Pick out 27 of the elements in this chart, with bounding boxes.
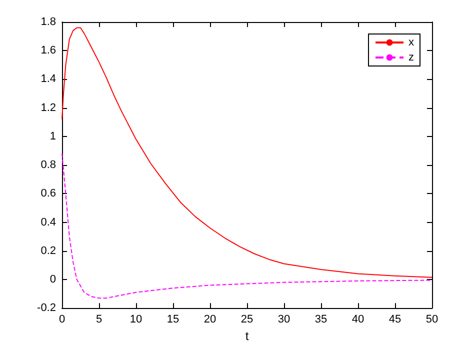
x-tick-label: 40 [352,314,364,326]
x-tick-label: 5 [96,314,102,326]
y-tick-label: 0 [50,273,56,286]
y-tick-label: 1 [50,130,56,142]
x-tick-label: 20 [204,314,216,326]
y-tick-label: 1.6 [40,44,56,57]
y-tick-label: 1.4 [40,73,56,86]
x-tick-label: 35 [314,314,328,326]
x-tick-label: 30 [278,314,290,326]
y-tick-label: 1.2 [40,102,56,114]
x-tick-label: 25 [240,314,254,326]
y-tick-label: 0.8 [40,159,56,172]
x-tick-label: 0 [58,314,66,326]
x-axis-title: t [245,329,250,343]
legend-label: x [408,36,414,48]
y-tick-label: 0.6 [40,188,56,200]
line-series [62,27,432,278]
x-tick-label: 15 [166,314,180,326]
x-tick-label: 10 [130,314,142,326]
x-tick-label: 50 [426,314,438,326]
x-tick-label: 45 [388,314,402,326]
y-tick-label: 0.4 [40,216,56,228]
y-tick-label: -0.2 [37,302,56,314]
y-tick-label: 1.8 [40,16,56,28]
line-series [62,153,432,299]
y-tick-label: 0.2 [40,244,56,257]
legend-label: z [408,52,414,64]
